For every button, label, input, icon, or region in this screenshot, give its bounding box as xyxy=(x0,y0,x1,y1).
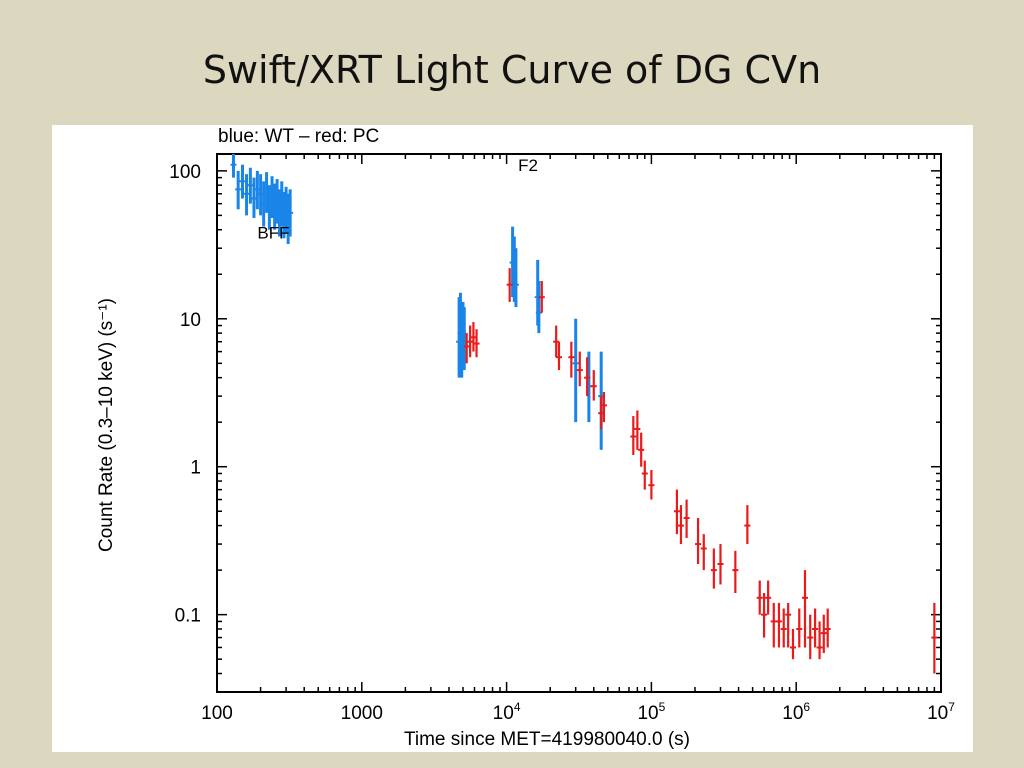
plot-panel: blue: WT – red: PC 100 1000 104 105 106 107 0.… xyxy=(52,125,973,752)
y-tick-label: 0.1 xyxy=(175,606,201,627)
series-wt xyxy=(230,154,605,450)
y-tick-label: 10 xyxy=(180,310,201,331)
annotations: BFF F2 xyxy=(257,156,538,242)
slide-title: Swift/XRT Light Curve of DG CVn xyxy=(202,48,822,92)
x-tick-label: 104 xyxy=(493,700,521,724)
tick-labels: 100 1000 104 105 106 107 0.1 1 10 100 xyxy=(169,162,955,724)
x-tick-label: 105 xyxy=(637,700,665,724)
x-tick-label: 106 xyxy=(782,700,810,724)
x-tick-label: 100 xyxy=(201,703,233,724)
data-layer xyxy=(230,154,938,674)
x-tick-label: 107 xyxy=(927,700,955,724)
y-axis-label: Count Rate (0.3–10 keV) (s⁻¹) xyxy=(96,298,117,552)
x-tick-label: 1000 xyxy=(341,703,383,724)
plot-frame xyxy=(216,153,942,693)
annotation-f2: F2 xyxy=(518,156,538,175)
annotation-bff: BFF xyxy=(257,223,289,242)
axes-frame xyxy=(216,153,942,693)
y-tick-label: 1 xyxy=(190,458,201,479)
y-tick-label: 100 xyxy=(169,162,201,183)
light-curve-chart: blue: WT – red: PC 100 1000 104 105 106 107 0.… xyxy=(96,126,955,750)
x-axis-label: Time since MET=419980040.0 (s) xyxy=(404,729,690,750)
chart-subtitle: blue: WT – red: PC xyxy=(218,126,379,147)
series-pc xyxy=(463,268,938,674)
